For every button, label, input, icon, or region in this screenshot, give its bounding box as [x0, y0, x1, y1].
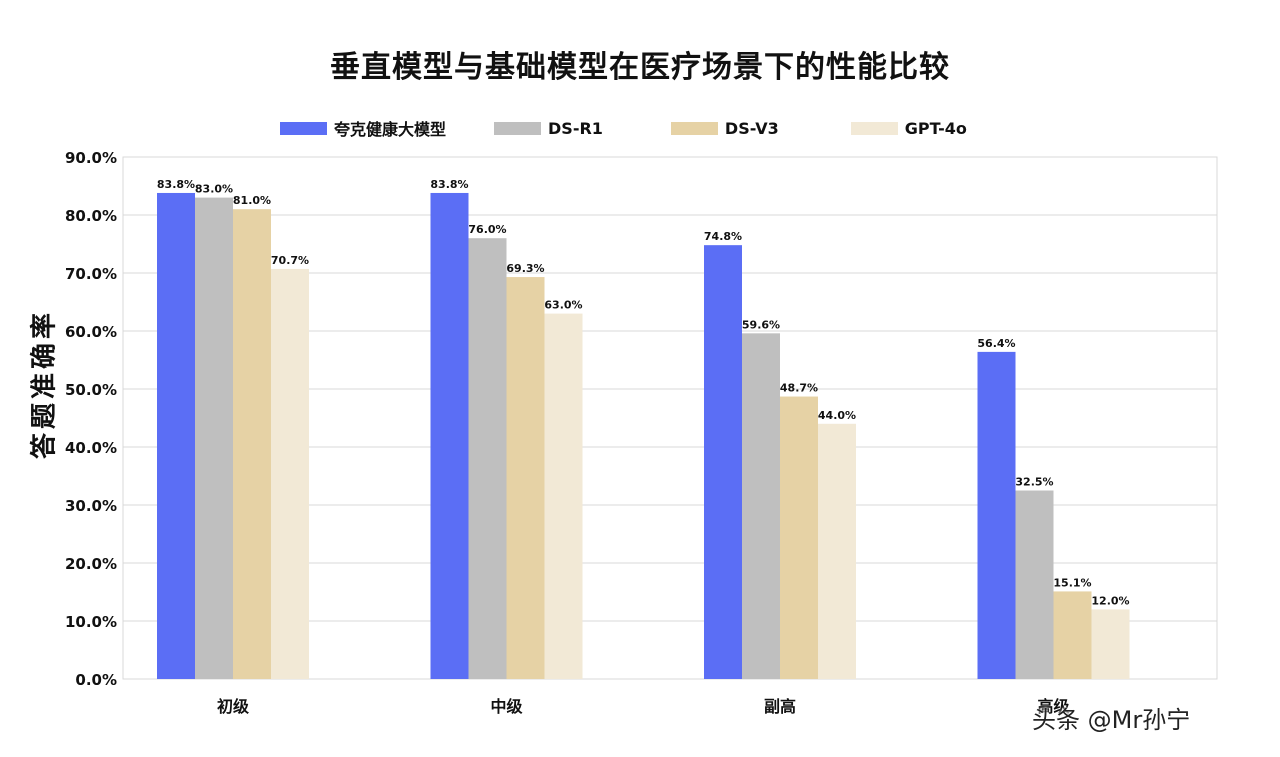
bar — [742, 333, 780, 679]
data-label: 63.0% — [544, 299, 582, 312]
y-tick-label: 0.0% — [75, 671, 117, 689]
y-tick-label: 10.0% — [65, 613, 117, 631]
y-tick-label: 20.0% — [65, 555, 117, 573]
data-label: 81.0% — [233, 194, 271, 207]
legend-swatch — [494, 121, 542, 135]
legend-label: GPT-4o — [904, 118, 967, 138]
y-tick-label: 70.0% — [65, 265, 117, 283]
bar — [818, 423, 856, 679]
data-label: 32.5% — [1015, 476, 1053, 489]
data-label: 83.8% — [430, 178, 468, 191]
y-tick-label: 80.0% — [65, 207, 117, 225]
legend-item-series-3: GPT-4o — [850, 118, 967, 138]
data-label: 83.0% — [195, 183, 233, 196]
bar — [506, 277, 545, 679]
data-label: 44.0% — [818, 409, 856, 422]
watermark: 头条 @Mr孙宁 — [1032, 706, 1191, 734]
data-label: 83.8% — [157, 178, 195, 191]
bar — [780, 396, 818, 679]
bar — [157, 192, 195, 679]
y-tick-label: 60.0% — [65, 323, 117, 341]
x-tick-label: 副高 — [764, 697, 796, 716]
data-label: 12.0% — [1091, 594, 1129, 607]
x-tick-label: 中级 — [490, 697, 523, 716]
legend-item-series-2: DS-V3 — [670, 118, 779, 138]
bar — [271, 268, 309, 679]
legend-swatch — [670, 121, 718, 135]
bar — [1015, 490, 1054, 679]
bar — [195, 197, 233, 679]
bar — [1091, 609, 1130, 679]
legend-label: 夸克健康大模型 — [334, 120, 447, 139]
legend: 夸克健康大模型 DS-R1 DS-V3 GPT-4o — [280, 116, 967, 140]
data-label: 15.1% — [1053, 576, 1091, 589]
bar — [468, 238, 507, 679]
data-label: 74.8% — [704, 230, 742, 243]
bar — [1053, 591, 1092, 679]
data-label: 48.7% — [780, 382, 818, 395]
y-tick-label: 50.0% — [65, 381, 117, 399]
bar — [430, 192, 469, 679]
y-tick-label: 40.0% — [65, 439, 117, 457]
bar — [233, 209, 271, 679]
data-label: 70.7% — [271, 254, 309, 267]
bar — [704, 245, 742, 679]
y-tick-label: 90.0% — [65, 149, 117, 167]
chart-title: 垂直模型与基础模型在医疗场景下的性能比较 — [330, 50, 950, 85]
legend-item-series-1: DS-R1 — [494, 119, 603, 138]
y-tick-label: 30.0% — [65, 497, 117, 515]
x-tick-label: 初级 — [217, 697, 250, 716]
data-label: 56.4% — [977, 337, 1015, 350]
legend-item-series-0: 夸克健康大模型 — [280, 116, 446, 140]
data-label: 59.6% — [742, 318, 780, 331]
legend-swatch — [280, 121, 327, 135]
bar — [544, 313, 583, 679]
legend-label: DS-V3 — [724, 118, 779, 138]
bar — [977, 351, 1016, 679]
legend-swatch — [850, 121, 898, 135]
data-label: 69.3% — [506, 262, 544, 275]
data-label: 76.0% — [468, 223, 506, 236]
legend-label: DS-R1 — [548, 118, 603, 138]
x-tick-label: 高级 — [1037, 697, 1070, 716]
